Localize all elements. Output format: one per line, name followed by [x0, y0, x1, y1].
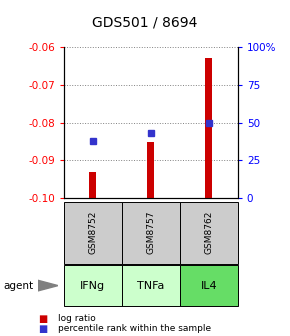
Bar [147, 141, 154, 198]
Polygon shape [38, 280, 58, 291]
Text: GSM8752: GSM8752 [88, 211, 97, 254]
Text: IFNg: IFNg [80, 281, 105, 291]
Text: TNFa: TNFa [137, 281, 164, 291]
Text: ■: ■ [38, 313, 47, 324]
Text: agent: agent [3, 281, 33, 291]
Text: percentile rank within the sample: percentile rank within the sample [58, 324, 211, 333]
Text: ■: ■ [38, 324, 47, 334]
Bar [89, 172, 96, 198]
Bar [205, 58, 212, 198]
Text: IL4: IL4 [200, 281, 217, 291]
Text: GSM8762: GSM8762 [204, 211, 213, 254]
Text: log ratio: log ratio [58, 314, 96, 323]
Text: GSM8757: GSM8757 [146, 211, 155, 254]
Text: GDS501 / 8694: GDS501 / 8694 [92, 15, 198, 29]
